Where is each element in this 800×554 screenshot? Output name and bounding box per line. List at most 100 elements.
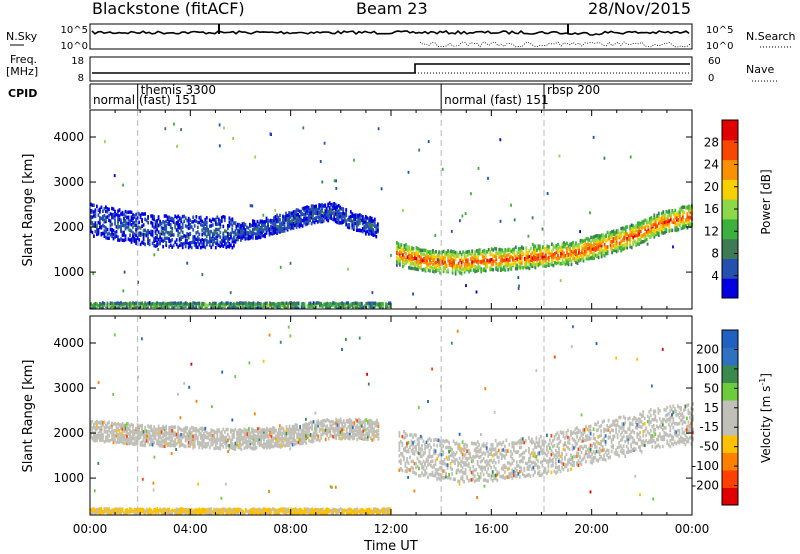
- echo-cell: [182, 231, 184, 235]
- echo-cell: [125, 234, 127, 238]
- echo-cell: [373, 437, 375, 441]
- echo-cell: [171, 227, 173, 231]
- echo-cell: [186, 262, 188, 265]
- echo-cell: [496, 479, 498, 483]
- echo-cell: [390, 254, 392, 257]
- echo-cell: [589, 211, 591, 214]
- echo-cell: [476, 291, 478, 294]
- echo-cell: [467, 258, 469, 262]
- echo-cell: [432, 471, 434, 475]
- echo-cell: [672, 245, 674, 248]
- echo-cell: [102, 433, 104, 437]
- cpid-segment-label: normal (fast) 151: [444, 93, 548, 107]
- echo-cell: [224, 219, 226, 223]
- echo-cell: [143, 223, 145, 227]
- y-tick-label: 4000: [53, 130, 84, 144]
- echo-cell: [173, 218, 175, 222]
- echo-cell: [235, 428, 237, 432]
- echo-cell: [435, 468, 437, 472]
- echo-cell: [324, 142, 326, 145]
- echo-cell: [519, 475, 521, 479]
- y-tick-label: 1000: [53, 265, 84, 279]
- echo-cell: [345, 219, 347, 223]
- noise-panel-traces: [92, 24, 690, 47]
- echo-cell: [435, 265, 437, 269]
- echo-cell: [429, 269, 431, 273]
- echo-cell: [209, 234, 211, 238]
- echo-cell: [382, 302, 384, 306]
- echo-cell: [285, 227, 287, 231]
- echo-cell: [406, 434, 408, 438]
- echo-cell: [629, 238, 631, 242]
- echo-cell: [613, 233, 615, 236]
- echo-cell: [164, 445, 166, 449]
- echo-cell: [560, 279, 562, 282]
- echo-cell: [409, 456, 411, 460]
- echo-cell: [454, 478, 456, 482]
- echo-cell: [412, 467, 414, 471]
- echo-cell: [162, 245, 164, 249]
- echo-cell: [477, 460, 479, 464]
- echo-cell: [458, 262, 460, 266]
- echo-cell: [144, 243, 146, 247]
- echo-cell: [176, 145, 178, 148]
- echo-cell: [345, 213, 347, 217]
- echo-cell: [225, 230, 227, 234]
- echo-cell: [302, 224, 304, 228]
- echo-cell: [180, 128, 182, 131]
- echo-cell: [520, 467, 522, 471]
- echo-cell: [477, 256, 479, 260]
- echo-cell: [405, 432, 407, 436]
- echo-cell: [194, 439, 196, 443]
- echo-cell: [514, 218, 516, 221]
- sky-noise-trace: [92, 31, 689, 35]
- echo-cell: [105, 435, 107, 439]
- echo-cell: [321, 181, 323, 184]
- echo-cell: [461, 272, 463, 276]
- echo-cell: [586, 243, 588, 247]
- echo-cell: [402, 209, 404, 212]
- echo-cell: [420, 263, 422, 267]
- echo-cell: [435, 459, 437, 463]
- echo-cell: [647, 225, 649, 229]
- echo-cell: [285, 218, 287, 222]
- echo-cell: [134, 437, 136, 441]
- echo-cell: [445, 472, 447, 476]
- echo-cell: [424, 451, 426, 455]
- echo-cell: [435, 472, 437, 476]
- echo-cell: [255, 223, 257, 227]
- echo-cell: [233, 434, 235, 438]
- echo-cell: [399, 431, 401, 435]
- echo-cell: [532, 243, 534, 246]
- echo-cell: [299, 425, 301, 429]
- echo-cell: [134, 429, 136, 433]
- echo-cell: [176, 238, 178, 242]
- echo-cell: [646, 230, 648, 234]
- echo-cell: [164, 426, 166, 430]
- echo-cell: [487, 479, 489, 483]
- echo-cell: [459, 457, 461, 461]
- echo-cell: [286, 301, 288, 305]
- echo-cell: [147, 221, 149, 225]
- echo-cell: [225, 445, 227, 449]
- echo-cell: [279, 218, 281, 222]
- y-tick-label: 3000: [53, 175, 84, 189]
- freq-panel-frame: [90, 57, 692, 81]
- echo-cell: [194, 301, 196, 305]
- echo-cell: [164, 221, 166, 225]
- echo-cell: [92, 420, 94, 424]
- echo-cell: [225, 428, 227, 432]
- echo-cell: [108, 237, 110, 241]
- echo-cell: [525, 246, 527, 250]
- echo-cell: [335, 437, 337, 441]
- echo-cell: [255, 232, 257, 236]
- echo-cell: [465, 456, 467, 460]
- echo-cell: [188, 236, 190, 240]
- power-panel-bg: [90, 110, 692, 309]
- echo-cell: [200, 216, 202, 220]
- echo-cell: [429, 449, 431, 453]
- power-y-axis-label: Slant Range [km]: [21, 154, 36, 267]
- echo-cell: [171, 238, 173, 242]
- echo-cell: [498, 460, 500, 464]
- echo-cell: [513, 445, 515, 449]
